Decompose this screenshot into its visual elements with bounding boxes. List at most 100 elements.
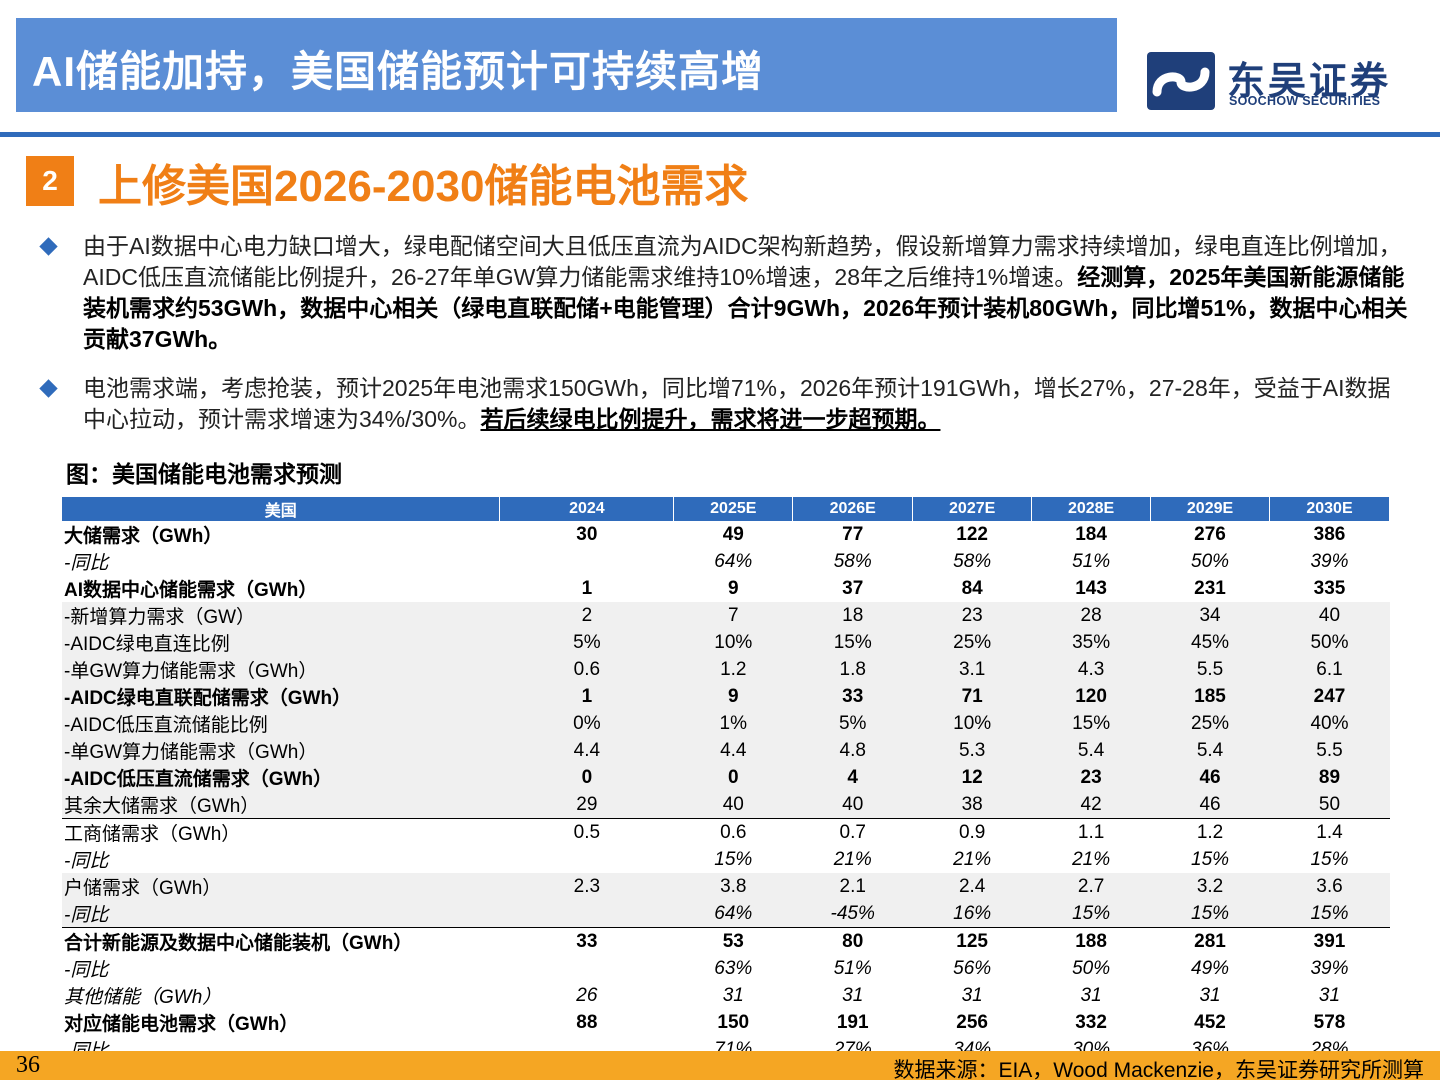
row-label: 工商储需求（GWh） bbox=[62, 818, 500, 846]
table-cell: 0.9 bbox=[912, 818, 1032, 846]
row-label: -同比 bbox=[64, 851, 109, 872]
table-cell: 88 bbox=[576, 1011, 598, 1033]
table-cell: 15% bbox=[1310, 848, 1349, 870]
table-cell: 50% bbox=[1191, 550, 1230, 572]
table-cell: 10% bbox=[912, 710, 1032, 737]
table-cell: 12 bbox=[912, 764, 1032, 791]
table-row: 工商储需求（GWh） 0.5 0.6 0.7 0.9 1.1 1.2 1.4 bbox=[62, 818, 1390, 846]
row-label: -新增算力需求（GW） bbox=[62, 602, 500, 629]
table-cell: 26 bbox=[576, 984, 598, 1006]
page-title: AI储能加持，美国储能预计可持续高增 bbox=[32, 48, 765, 95]
table-row: -同比 63% 51% 56% 50% 49% 39% bbox=[62, 955, 1390, 982]
table-cell: 5.4 bbox=[1150, 737, 1270, 764]
row-label: 合计新能源及数据中心储能装机（GWh） bbox=[62, 927, 500, 955]
row-label: 户储需求（GWh） bbox=[62, 873, 500, 900]
table-cell: 191 bbox=[836, 1011, 869, 1033]
table-cell: 40 bbox=[673, 791, 793, 819]
table-cell: 188 bbox=[1031, 927, 1151, 955]
table-cell: 335 bbox=[1313, 577, 1346, 599]
table-cell: 332 bbox=[1075, 1011, 1107, 1033]
table-cell: 1.2 bbox=[673, 656, 793, 683]
table-row: -同比 64% 58% 58% 51% 50% 39% bbox=[62, 548, 1390, 575]
table-cell: 0.6 bbox=[673, 818, 793, 846]
table-cell: 2 bbox=[499, 602, 674, 629]
table-cell: 391 bbox=[1269, 927, 1390, 955]
column-header-year: 2026E bbox=[792, 497, 914, 521]
table-cell: 37 bbox=[842, 577, 864, 599]
table-cell: 51% bbox=[1072, 550, 1111, 572]
table-row: -AIDC绿电直连比例 5% 10% 15% 25% 35% 45% 50% bbox=[62, 629, 1390, 656]
table-cell: 5.5 bbox=[1269, 737, 1390, 764]
row-label: AI数据中心储能需求（GWh） bbox=[64, 580, 318, 601]
table-cell: 1.4 bbox=[1269, 818, 1390, 846]
brand-logo: 东吴证券 SOOCHOW SECURITIES bbox=[1147, 48, 1407, 114]
row-label: -单GW算力储能需求（GWh） bbox=[62, 656, 500, 683]
table-cell: 0.5 bbox=[499, 818, 674, 846]
table-cell: 4.4 bbox=[673, 737, 793, 764]
table-cell: 1% bbox=[673, 710, 793, 737]
table-cell: 29 bbox=[499, 791, 674, 819]
row-label: 其他储能（GWh） bbox=[64, 987, 222, 1008]
table-cell: 122 bbox=[956, 523, 988, 545]
table-cell: 3.8 bbox=[673, 873, 793, 900]
table-cell: 15% bbox=[1150, 900, 1270, 928]
header-divider bbox=[0, 132, 1440, 137]
table-cell: -45% bbox=[792, 900, 913, 928]
table-cell: 40 bbox=[792, 791, 913, 819]
table-cell: 276 bbox=[1194, 523, 1226, 545]
table-cell: 2.1 bbox=[792, 873, 913, 900]
table-cell: 7 bbox=[673, 602, 793, 629]
table-cell: 35% bbox=[1031, 629, 1151, 656]
table-cell: 89 bbox=[1269, 764, 1390, 791]
table-cell: 23 bbox=[912, 602, 1032, 629]
row-label: 其余大储需求（GWh） bbox=[62, 791, 500, 819]
table-cell: 0.7 bbox=[792, 818, 913, 846]
table-cell: 125 bbox=[912, 927, 1032, 955]
table-cell: 1 bbox=[581, 577, 593, 599]
table-cell: 16% bbox=[912, 900, 1032, 928]
table-cell: 25% bbox=[912, 629, 1032, 656]
table-header-row: 美国 2024 2025E 2026E 2027E 2028E 2029E 2030E bbox=[62, 497, 1390, 521]
table-cell: 5% bbox=[499, 629, 674, 656]
column-header-year: 2025E bbox=[673, 497, 794, 521]
table-cell: 15% bbox=[1031, 900, 1151, 928]
soochow-logo-icon bbox=[1147, 52, 1215, 110]
table-cell: 3.6 bbox=[1269, 873, 1390, 900]
table-row: -单GW算力储能需求（GWh） 0.6 1.2 1.8 3.1 4.3 5.5 6.1 bbox=[62, 656, 1390, 683]
row-label: 对应储能电池需求（GWh） bbox=[64, 1014, 299, 1035]
table-cell: 5.3 bbox=[912, 737, 1032, 764]
table-cell: 185 bbox=[1150, 683, 1270, 710]
column-header-year: 2024 bbox=[499, 497, 675, 521]
table-cell bbox=[500, 548, 674, 575]
table-cell: 25% bbox=[1150, 710, 1270, 737]
table-cell: 15% bbox=[1031, 710, 1151, 737]
table-cell: 2.3 bbox=[499, 873, 674, 900]
table-cell: 40 bbox=[1269, 602, 1390, 629]
table-cell: 39% bbox=[1310, 957, 1349, 979]
row-label: -同比 bbox=[64, 960, 109, 981]
column-header-year: 2030E bbox=[1269, 497, 1390, 521]
table-cell: 231 bbox=[1194, 577, 1226, 599]
table-cell: 1.8 bbox=[792, 656, 913, 683]
table-cell: 1.2 bbox=[1150, 818, 1270, 846]
section-number-badge: 2 bbox=[26, 156, 74, 206]
bullet-2-underline-text: 若后续绿电比例提升，需求将进一步超预期。 bbox=[480, 406, 941, 432]
row-label: -AIDC绿电直联配储需求（GWh） bbox=[62, 683, 500, 710]
figure-title: 图：美国储能电池需求预测 bbox=[66, 461, 342, 487]
storage-demand-table: 美国 2024 2025E 2026E 2027E 2028E 2029E 2030E 大储需… bbox=[62, 497, 1390, 1080]
table-cell: 64% bbox=[714, 550, 753, 572]
table-row: 大储需求（GWh） 30 49 77 122 184 276 386 bbox=[62, 521, 1390, 548]
table-cell: 50% bbox=[1072, 957, 1111, 979]
table-cell: 46 bbox=[1150, 764, 1270, 791]
table-cell: 77 bbox=[842, 523, 864, 545]
table-cell: 51% bbox=[833, 957, 872, 979]
table-row: -单GW算力储能需求（GWh） 4.4 4.4 4.8 5.3 5.4 5.4 5.5 bbox=[62, 737, 1390, 764]
bullet-diamond-icon bbox=[39, 237, 58, 256]
table-cell: 38 bbox=[912, 791, 1032, 819]
table-cell: 256 bbox=[956, 1011, 988, 1033]
footer-bar: 36 数据来源：EIA，Wood Mackenzie，东吴证券研究所测算 bbox=[0, 1051, 1440, 1080]
table-cell: 10% bbox=[673, 629, 793, 656]
table-cell: 50% bbox=[1269, 629, 1390, 656]
table-cell: 4.4 bbox=[499, 737, 674, 764]
table-cell: 0.6 bbox=[499, 656, 674, 683]
